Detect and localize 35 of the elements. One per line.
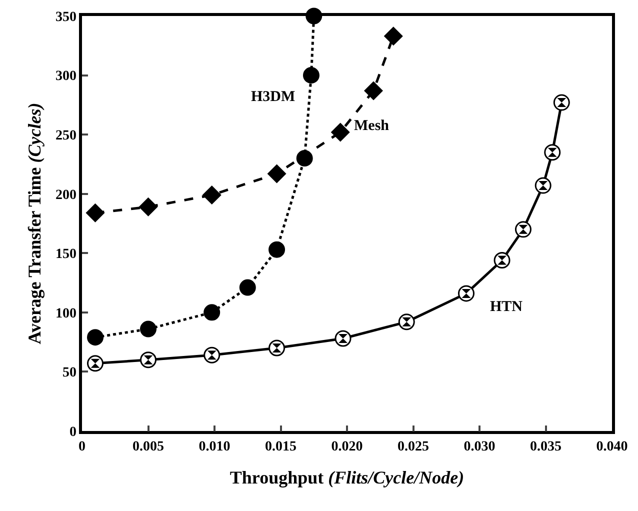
series-label: H3DM <box>251 89 296 105</box>
point <box>239 279 256 296</box>
point <box>87 329 104 346</box>
series-label: Mesh <box>354 118 390 134</box>
y-tick-label: 200 <box>55 188 76 203</box>
x-tick-label: 0.005 <box>132 440 164 455</box>
y-tick-label: 350 <box>55 10 76 25</box>
point <box>268 164 286 183</box>
y-axis-title: Average Transfer Time (Cycles) <box>24 102 45 344</box>
point <box>302 67 320 84</box>
x-tick-label: 0.015 <box>265 440 296 455</box>
y-tick-label: 300 <box>55 69 76 84</box>
y-tick-label: 100 <box>55 306 76 322</box>
point <box>204 304 220 321</box>
x-tick-label: 0.010 <box>198 440 230 455</box>
point <box>384 26 403 46</box>
x-tick-label: 0.035 <box>530 440 562 455</box>
x-tick-label: 0.020 <box>331 440 363 455</box>
x-tick-label: 0.030 <box>464 440 496 455</box>
series-label: HTN <box>490 299 523 315</box>
x-tick-label: 0.040 <box>596 440 628 455</box>
point <box>268 241 286 258</box>
point <box>296 150 313 167</box>
y-tick-label: 50 <box>62 366 76 381</box>
point <box>139 198 158 216</box>
point <box>364 82 383 100</box>
y-tick-label: 150 <box>55 247 76 262</box>
y-tick-label: 0 <box>69 424 76 440</box>
point <box>331 123 350 142</box>
point <box>140 320 156 338</box>
point <box>86 204 104 222</box>
x-tick-label: 0.025 <box>398 440 429 455</box>
y-tick-label: 250 <box>55 128 76 144</box>
point <box>202 186 222 204</box>
x-axis-title: Throughput (Flits/Cycle/Node) <box>230 468 464 488</box>
